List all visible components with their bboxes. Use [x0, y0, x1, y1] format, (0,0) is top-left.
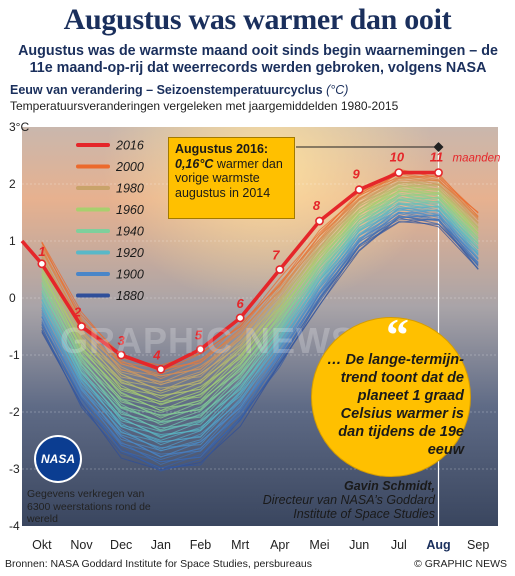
maanden-label: maanden	[453, 153, 501, 165]
data-label: 1	[38, 244, 45, 259]
series-2016-point	[235, 313, 245, 323]
x-tick-label: Apr	[270, 538, 289, 552]
series-2016-point	[196, 344, 205, 354]
nasa-note: Gegevens verkregen van 6300 weerstations…	[27, 488, 151, 525]
source-note: Bronnen: NASA Goddard Institute for Spac…	[5, 558, 313, 570]
y-tick-label: -1	[9, 348, 20, 362]
section-description: Temperatuursveranderingen vergeleken met…	[10, 99, 399, 113]
series-2016-point	[77, 322, 86, 331]
legend-label: 1980	[116, 182, 144, 196]
historical-year-line	[41, 196, 479, 426]
section-title-text: Eeuw van verandering – Seizoenstemperatu…	[10, 83, 323, 97]
x-tick-label: Nov	[70, 538, 93, 552]
quote-mark-icon: “	[386, 309, 409, 360]
callout-value: 0,16°C	[175, 156, 214, 171]
x-tick-label: Sep	[467, 538, 489, 552]
y-tick-label: 0	[9, 291, 16, 305]
series-2016-point	[315, 216, 324, 226]
data-label: 11	[430, 150, 444, 165]
y-tick-label: 2	[9, 177, 16, 191]
series-2016-point	[434, 168, 443, 177]
watermark: GRAPHIC NEWS	[60, 320, 357, 361]
data-label: 5	[195, 327, 203, 342]
legend-label: 1880	[116, 289, 144, 303]
data-label: 9	[353, 167, 361, 182]
x-tick-label: Aug	[426, 538, 450, 552]
page-subtitle: Augustus was de warmste maand ooit sinds…	[18, 43, 498, 76]
x-tick-label: Okt	[32, 538, 52, 552]
speaker-role: Directeur van NASA’s Goddard Institute o…	[262, 493, 435, 521]
data-label: 8	[313, 198, 321, 213]
x-tick-label: Jul	[391, 538, 407, 552]
y-tick-label: -3	[9, 462, 20, 476]
historical-year-line	[41, 175, 479, 380]
legend-label: 1900	[116, 268, 144, 282]
series-2016-point	[156, 364, 166, 374]
data-label: 7	[272, 248, 280, 263]
series-2016-point	[116, 350, 126, 360]
quote-bubble	[312, 318, 470, 476]
legend-label: 1940	[116, 225, 144, 239]
series-2016-point	[354, 185, 364, 195]
section-unit: (°C)	[326, 83, 349, 97]
section-title: Eeuw van verandering – Seizoenstemperatu…	[10, 83, 348, 97]
quote-speaker: Gavin Schmidt, Directeur van NASA’s Godd…	[220, 479, 435, 521]
series-2016-point	[394, 168, 404, 177]
nasa-logo-icon: NASA	[36, 437, 80, 481]
y-tick-label: -2	[9, 405, 20, 419]
quote-text: … De lange-termijn-trend toont dat de pl…	[327, 352, 464, 458]
y-tick-label: 1	[9, 234, 16, 248]
series-2016-point	[275, 265, 285, 274]
speaker-name: Gavin Schmidt,	[344, 479, 435, 493]
series-2016-point	[37, 259, 47, 269]
data-label: 3	[118, 333, 126, 348]
x-tick-label: Dec	[110, 538, 132, 552]
callout-diamond-icon	[433, 142, 444, 152]
x-tick-label: Mrt	[231, 538, 250, 552]
august-callout: Augustus 2016: 0,16°C warmer dan vorige w…	[168, 137, 295, 219]
series-2016-line	[20, 170, 439, 372]
data-label: 4	[152, 347, 161, 362]
callout-text: warmer dan vorige warmste augustus in 20…	[175, 156, 283, 200]
data-label: 10	[390, 150, 405, 165]
historical-year-line	[41, 187, 479, 406]
legend-label: 1960	[116, 203, 144, 217]
x-tick-label: Jan	[151, 538, 171, 552]
callout-title: Augustus 2016:	[175, 142, 269, 156]
data-label: 2	[73, 305, 82, 320]
x-tick-label: Jun	[349, 538, 369, 552]
x-tick-label: Feb	[190, 538, 212, 552]
legend-label: 2000	[115, 160, 144, 174]
historical-year-line	[41, 205, 479, 446]
legend-label: 1920	[116, 246, 144, 260]
page-title: Augustus was warmer dan ooit	[63, 3, 452, 36]
data-label: 6	[237, 296, 245, 311]
credit: © GRAPHIC NEWS	[414, 558, 507, 570]
y-tick-label: -4	[9, 519, 20, 533]
x-tick-label: Mei	[309, 538, 329, 552]
y-unit-label: 3°C	[9, 120, 29, 134]
legend-label: 2016	[115, 139, 144, 153]
